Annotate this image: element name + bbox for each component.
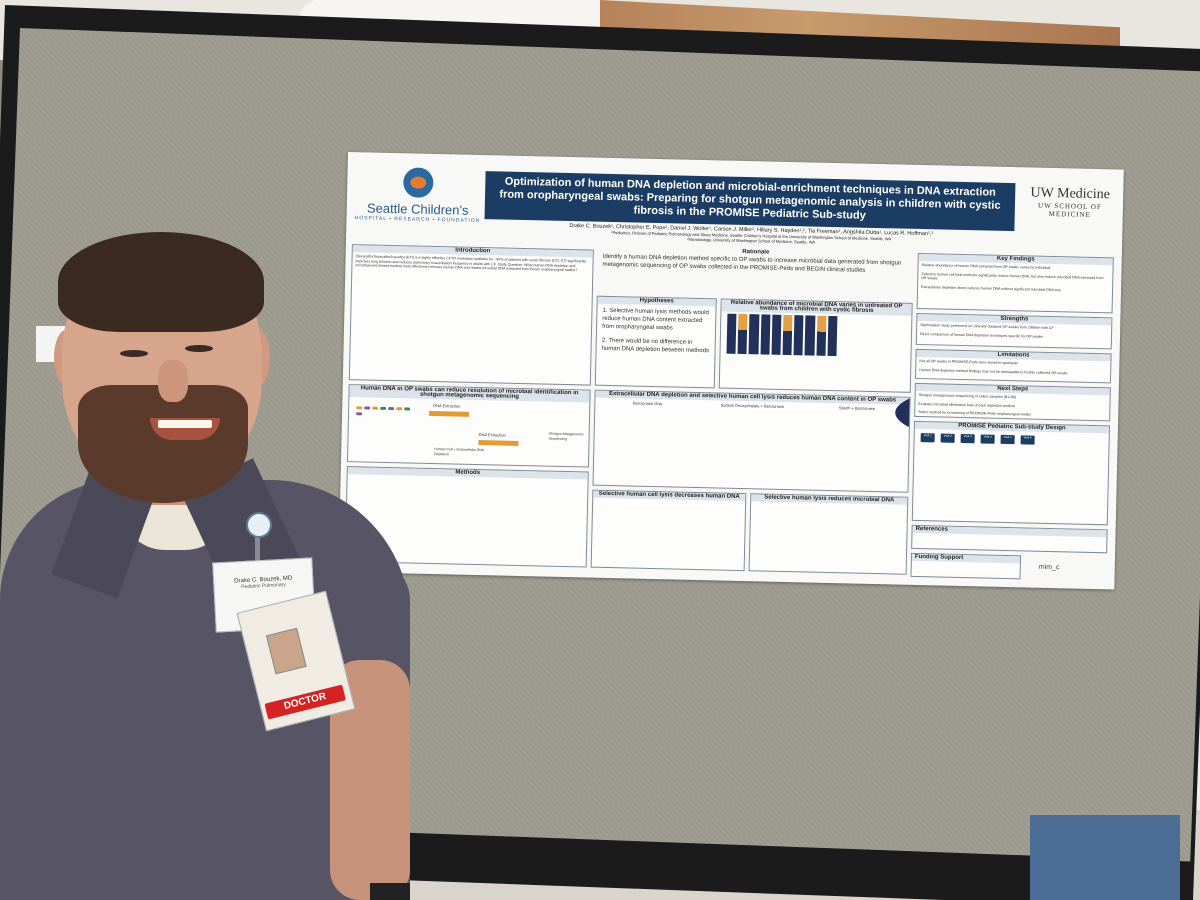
lysis-human-panel: Selective human cell lysis decreases hum…: [590, 489, 747, 572]
references-panel: References: [911, 524, 1108, 554]
visit-timeline: Visit 1 Visit 2 Visit 3 Visit 4 Visit 5 …: [914, 429, 1108, 450]
rationale-panel: Rationale Identify a human DNA depletion…: [597, 246, 914, 299]
funding-panel: Funding Support: [910, 552, 1022, 580]
funding-heading: Funding Support: [911, 553, 1020, 564]
doctor-tag: DOCTOR: [264, 684, 346, 720]
hair: [58, 232, 264, 332]
hypothesis-2: 2. There would be no difference in human…: [601, 337, 710, 355]
next-steps-panel: Next Steps Shotgun metagenomic sequencin…: [914, 382, 1111, 422]
person-legs-background: [1030, 815, 1180, 900]
arrow-icon: [478, 440, 519, 446]
presenter: Drake C. Bouzek, MD Pediatric Pulmonary …: [0, 0, 420, 900]
teeth: [158, 420, 212, 428]
extracellular-subchart-2: Sodium Deoxycholate + Benzonase: [703, 402, 801, 453]
id-photo: [265, 627, 307, 675]
visit-6: Visit 6: [1020, 435, 1035, 445]
diagram-label-3: Human Cell + Extracellular DNA Depletion: [434, 447, 485, 457]
extracellular-panel: Extracellular DNA depletion and selectiv…: [592, 389, 911, 493]
nose: [158, 360, 188, 402]
study-design-panel: PROMISE Pediatric Sub-study Design Visit…: [911, 420, 1110, 526]
footer-logo: mim_c: [1038, 563, 1060, 572]
badge-clip-icon: [246, 512, 272, 538]
hypothesis-1: 1. Selective human lysis methods would r…: [602, 307, 709, 332]
diagram-label-4: Shotgun Metagenomic Sequencing: [548, 431, 584, 442]
visit-3: Visit 3: [960, 433, 975, 444]
visit-5: Visit 5: [1000, 434, 1015, 445]
watch: [370, 883, 410, 900]
extracellular-subchart-3: Steeth + Benzonase: [807, 405, 906, 456]
research-poster: Seattle Children's HOSPITAL • RESEARCH •…: [338, 152, 1124, 590]
lysis-microbial-panel: Selective human lysis reduces microbial …: [748, 493, 909, 575]
lysis-microbial-heading: Selective human lysis reduces microbial …: [751, 494, 908, 505]
visit-2: Visit 2: [940, 433, 955, 443]
references-heading: References: [912, 525, 1107, 538]
beard: [78, 385, 248, 503]
eye-right: [185, 345, 213, 352]
limitations-panel: Limitations Not all OP swabs in PROMISE-…: [914, 348, 1112, 384]
strengths-panel: Strengths Optimization study performed o…: [915, 312, 1113, 350]
diagram-label-1: DNA Extraction: [433, 403, 461, 409]
org-right-sub: UW SCHOOL OF MEDICINE: [1037, 201, 1102, 219]
relative-abundance-bars: [720, 312, 843, 359]
visit-4: Visit 4: [980, 434, 995, 444]
eye-left: [120, 350, 148, 357]
visit-1: Visit 1: [920, 433, 935, 443]
badge-lanyard: [255, 520, 260, 580]
extracellular-subchart-1: Benzonase Only: [598, 389, 911, 455]
key-findings-panel: Key Findings Relative abundance of human…: [916, 252, 1114, 314]
relative-abundance-panel: Relative abundance of microbial DNA vari…: [718, 298, 913, 393]
diagram-label-2: DNA Extraction: [478, 432, 506, 438]
hypotheses-panel: Hypotheses 1. Selective human lysis meth…: [594, 295, 717, 389]
arrow-icon: [429, 410, 470, 417]
uw-medicine-logo: UW Medicine UW SCHOOL OF MEDICINE: [1022, 185, 1119, 219]
org-right-name: UW Medicine: [1030, 185, 1111, 203]
lysis-human-heading: Selective human cell lysis decreases hum…: [593, 490, 746, 502]
